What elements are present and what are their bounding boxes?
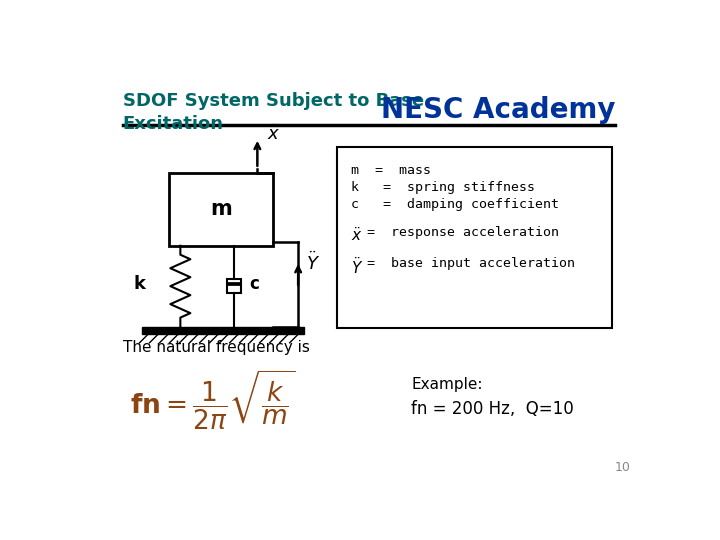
Text: 10: 10 bbox=[615, 462, 631, 475]
Bar bbox=[337, 147, 612, 328]
Text: k: k bbox=[133, 275, 145, 293]
Text: c   =  damping coefficient: c = damping coefficient bbox=[351, 198, 559, 211]
Text: fn = 200 Hz,  Q=10: fn = 200 Hz, Q=10 bbox=[411, 400, 574, 418]
Bar bbox=[228, 279, 241, 293]
Bar bbox=[142, 327, 304, 334]
Text: $\mathbf{fn} = \dfrac{1}{2\pi}\sqrt{\dfrac{k}{m}}$: $\mathbf{fn} = \dfrac{1}{2\pi}\sqrt{\dfr… bbox=[130, 368, 296, 431]
Text: $\ddot{x}$: $\ddot{x}$ bbox=[267, 124, 281, 144]
Text: Example:: Example: bbox=[411, 377, 483, 392]
Text: NESC Academy: NESC Academy bbox=[381, 96, 616, 124]
Text: m: m bbox=[210, 199, 232, 219]
Text: $\ddot{Y}$: $\ddot{Y}$ bbox=[306, 252, 320, 274]
Text: The natural frequency is: The natural frequency is bbox=[122, 340, 310, 355]
Text: c: c bbox=[250, 275, 259, 293]
Text: $\ddot{Y}$: $\ddot{Y}$ bbox=[351, 256, 363, 278]
Text: m  =  mass: m = mass bbox=[351, 164, 431, 177]
Text: =  base input acceleration: = base input acceleration bbox=[367, 256, 575, 269]
Text: $\ddot{x}$: $\ddot{x}$ bbox=[351, 226, 362, 244]
Bar bbox=[168, 173, 273, 246]
Text: k   =  spring stiffness: k = spring stiffness bbox=[351, 181, 534, 194]
Text: =  response acceleration: = response acceleration bbox=[367, 226, 559, 239]
Text: SDOF System Subject to Base
Excitation: SDOF System Subject to Base Excitation bbox=[122, 92, 424, 133]
